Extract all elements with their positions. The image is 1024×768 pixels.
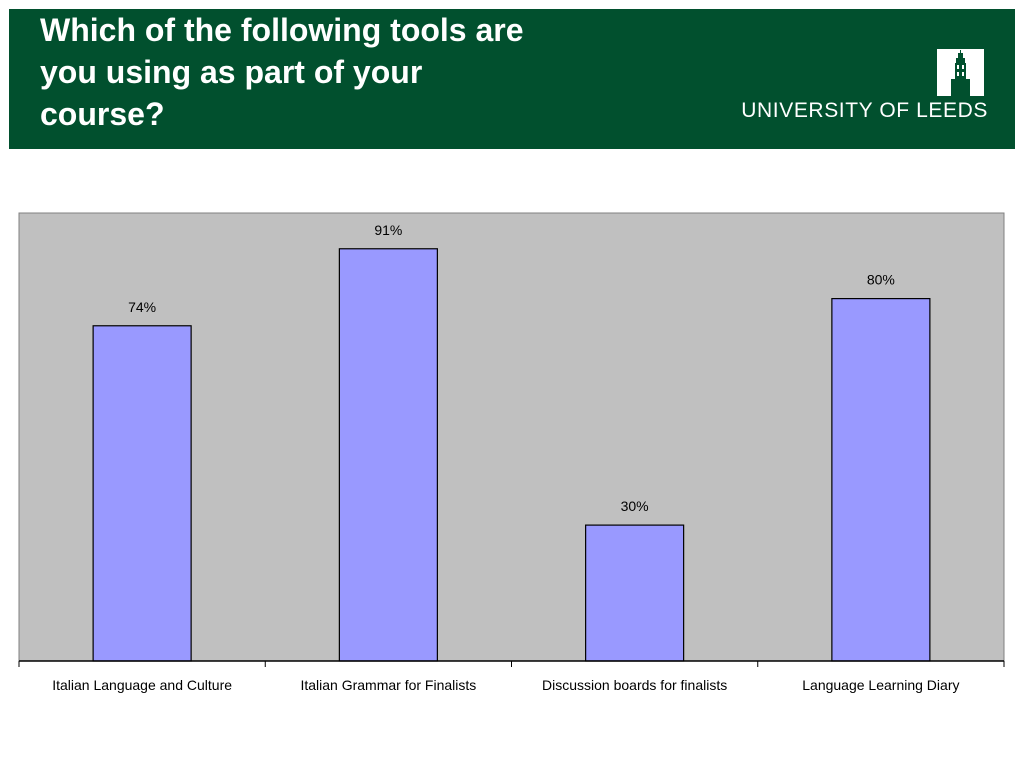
header-banner: Which of the following tools are you usi… bbox=[9, 9, 1015, 149]
university-crest-icon bbox=[937, 49, 984, 96]
category-label-3: Language Learning Diary bbox=[802, 677, 959, 693]
data-label-0: 74% bbox=[128, 299, 156, 315]
category-label-2: Discussion boards for finalists bbox=[542, 677, 727, 693]
bar-0 bbox=[92, 325, 192, 662]
page-title: Which of the following tools are you usi… bbox=[40, 12, 524, 132]
university-logo-text: UNIVERSITY OF LEEDS bbox=[741, 99, 988, 122]
bar-3 bbox=[831, 298, 931, 662]
data-label-3: 80% bbox=[867, 272, 895, 288]
bar-2 bbox=[585, 524, 685, 662]
data-label-2: 30% bbox=[621, 498, 649, 514]
category-label-0: Italian Language and Culture bbox=[52, 677, 232, 693]
category-label-1: Italian Grammar for Finalists bbox=[300, 677, 476, 693]
data-label-1: 91% bbox=[374, 222, 402, 238]
bar-1 bbox=[338, 248, 438, 662]
